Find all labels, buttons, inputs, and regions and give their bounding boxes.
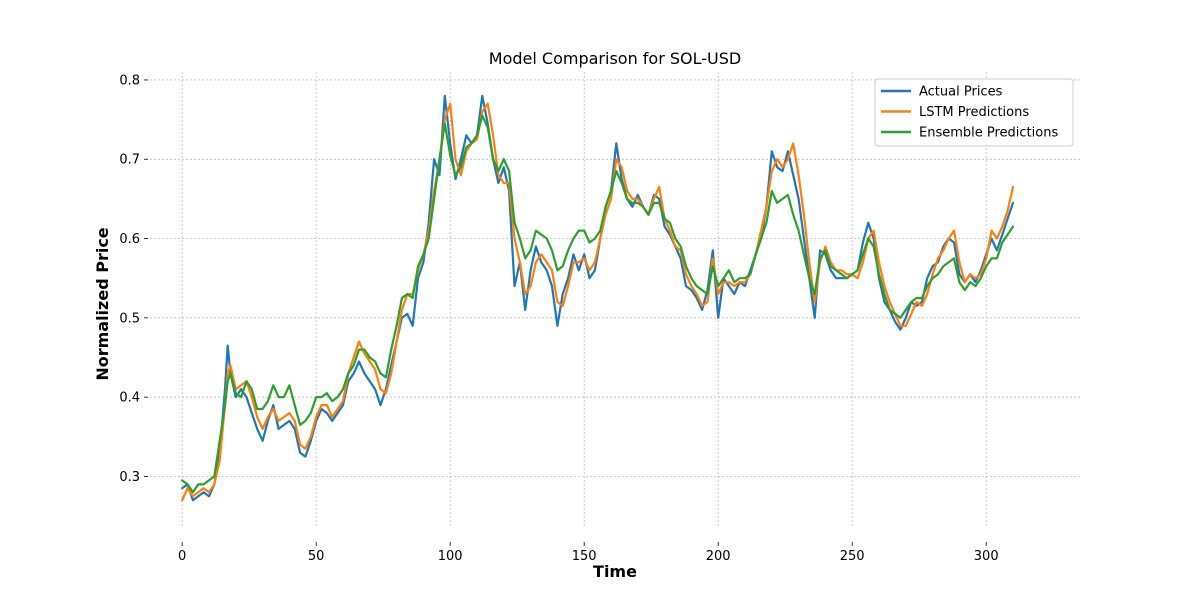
x-tick-label: 200	[706, 549, 731, 564]
x-axis: 0 50 100 150 200 250 300	[178, 542, 999, 564]
x-tick-label: 100	[438, 549, 463, 564]
legend-box	[874, 78, 1074, 147]
y-tick-label: 0.6	[119, 232, 140, 247]
legend-label-actual-prices: Actual Prices	[919, 85, 1003, 100]
chart-title: Model Comparison for SOL-USD	[489, 49, 741, 68]
y-tick-label: 0.3	[119, 470, 140, 485]
x-tick-label: 0	[178, 549, 186, 564]
x-tick-label: 50	[308, 549, 325, 564]
x-tick-label: 300	[974, 549, 999, 564]
y-axis: 0.3 0.4 0.5 0.6 0.7 0.8	[119, 73, 148, 485]
legend-label-lstm-predictions: LSTM Predictions	[919, 105, 1029, 120]
x-tick-label: 250	[840, 549, 865, 564]
y-tick-label: 0.7	[119, 153, 140, 168]
y-tick-label: 0.5	[119, 311, 140, 326]
series-line-lstm-predictions	[181, 102, 1015, 502]
x-tick-label: 150	[572, 549, 597, 564]
legend: Actual Prices LSTM Predictions Ensemble Pr…	[874, 78, 1074, 147]
legend-label-ensemble-predictions: Ensemble Predictions	[919, 126, 1058, 141]
series-lines	[181, 94, 1015, 502]
series-line-ensemble-predictions	[181, 114, 1015, 494]
y-tick-label: 0.8	[119, 73, 140, 88]
x-axis-label: Time	[593, 562, 637, 581]
y-tick-label: 0.4	[119, 391, 140, 406]
y-axis-label: Normalized Price	[93, 227, 112, 380]
